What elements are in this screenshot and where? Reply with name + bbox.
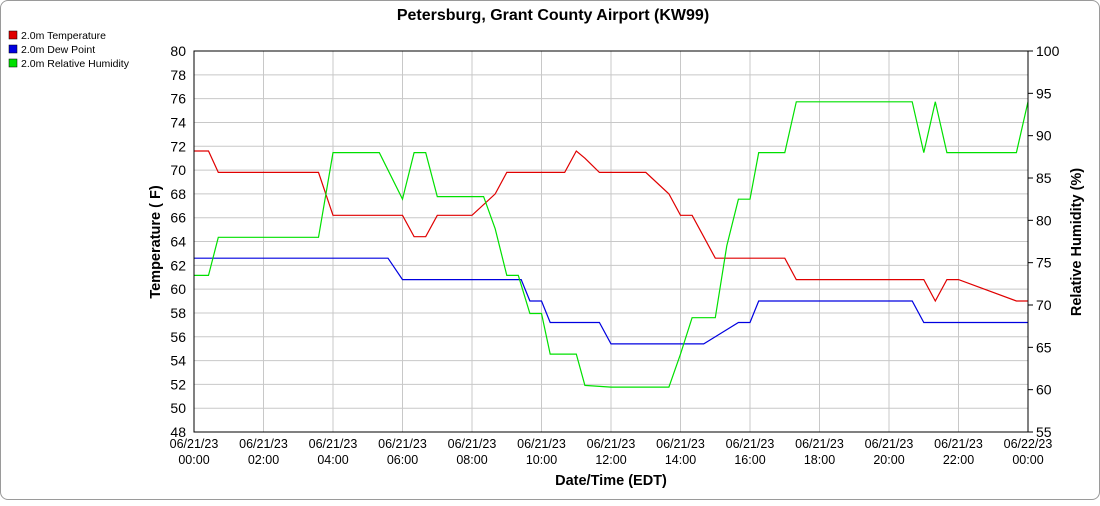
x-tick-date: 06/21/23	[309, 437, 358, 451]
y2-tick-label: 100	[1036, 43, 1060, 59]
x-tick-time: 14:00	[665, 453, 696, 467]
y2-tick-label: 55	[1036, 424, 1052, 440]
x-tick-time: 18:00	[804, 453, 835, 467]
x-axis-ticks: 06/21/23 00:00 06/21/23 02:00 06/21/23 04:00 0…	[170, 437, 1053, 467]
grid	[193, 50, 1029, 433]
x-tick-date: 06/22/23	[1004, 437, 1053, 451]
y-axis-ticks: 48 50 52 54 56 58 60 62 64 66 68 70 72 74 76 78 80	[170, 43, 186, 440]
y-tick-label: 74	[170, 114, 186, 130]
y-tick-label: 54	[170, 353, 186, 369]
legend-label: 2.0m Relative Humidity	[21, 58, 130, 70]
x-tick-date: 06/21/23	[517, 437, 566, 451]
y-axis-title: Temperature ( F)	[148, 185, 164, 299]
y2-axis-ticks: 55 60 65 70 75 80 85 90 95 100	[1028, 43, 1060, 440]
series-line-2-0m-relative-humidity	[194, 101, 1029, 388]
y2-tick-label: 65	[1036, 339, 1052, 355]
y2-tick-label: 70	[1036, 297, 1052, 313]
x-tick-date: 06/21/23	[934, 437, 983, 451]
y-tick-label: 60	[170, 281, 186, 297]
x-tick-date: 06/21/23	[656, 437, 705, 451]
x-tick-time: 22:00	[943, 453, 974, 467]
y2-axis-title: Relative Humidity (%)	[1069, 168, 1085, 316]
y-tick-label: 68	[170, 186, 186, 202]
y-tick-label: 64	[170, 234, 186, 250]
x-tick-date: 06/21/23	[239, 437, 288, 451]
x-tick-date: 06/21/23	[587, 437, 636, 451]
x-tick-time: 20:00	[873, 453, 904, 467]
y2-tick-label: 60	[1036, 382, 1052, 398]
y-tick-label: 66	[170, 210, 186, 226]
y-tick-label: 70	[170, 162, 186, 178]
x-tick-time: 04:00	[317, 453, 348, 467]
x-tick-time: 00:00	[178, 453, 209, 467]
y2-tick-label: 95	[1036, 85, 1052, 101]
x-tick-time: 16:00	[734, 453, 765, 467]
legend-label: 2.0m Dew Point	[21, 44, 95, 56]
y-tick-label: 56	[170, 329, 186, 345]
plot-border	[193, 50, 1029, 433]
y-tick-label: 48	[170, 424, 186, 440]
y-tick-label: 50	[170, 400, 186, 416]
x-tick-date: 06/21/23	[170, 437, 219, 451]
y-tick-label: 80	[170, 43, 186, 59]
x-tick-time: 06:00	[387, 453, 418, 467]
x-tick-date: 06/21/23	[448, 437, 497, 451]
x-tick-time: 10:00	[526, 453, 557, 467]
legend-label: 2.0m Temperature	[21, 30, 106, 42]
legend-swatch	[8, 44, 18, 54]
series-line-2-0m-temperature	[194, 150, 1028, 303]
y-tick-label: 76	[170, 91, 186, 107]
x-tick-time: 00:00	[1012, 453, 1043, 467]
x-tick-date: 06/21/23	[726, 437, 775, 451]
x-tick-date: 06/21/23	[795, 437, 844, 451]
x-tick-time: 02:00	[248, 453, 279, 467]
x-tick-date: 06/21/23	[378, 437, 427, 451]
legend-swatch	[8, 30, 18, 40]
series-line-2-0m-dew-point	[194, 257, 1028, 345]
y-tick-label: 52	[170, 376, 186, 392]
x-tick-time: 12:00	[595, 453, 626, 467]
y-tick-label: 62	[170, 257, 186, 273]
legend: 2.0m Temperature 2.0m Dew Point 2.0m Relat…	[8, 30, 130, 70]
y-tick-label: 78	[170, 67, 186, 83]
y-tick-label: 58	[170, 305, 186, 321]
y2-tick-label: 85	[1036, 170, 1052, 186]
y2-tick-label: 80	[1036, 212, 1052, 228]
legend-swatch	[8, 58, 18, 68]
y-tick-label: 72	[170, 138, 186, 154]
x-tick-date: 06/21/23	[865, 437, 914, 451]
y2-tick-label: 75	[1036, 255, 1052, 271]
y2-tick-label: 90	[1036, 128, 1052, 144]
chart-title: Petersburg, Grant County Airport (KW99)	[397, 7, 709, 24]
x-axis-title: Date/Time (EDT)	[555, 473, 667, 489]
series-lines	[194, 101, 1029, 388]
x-tick-time: 08:00	[456, 453, 487, 467]
